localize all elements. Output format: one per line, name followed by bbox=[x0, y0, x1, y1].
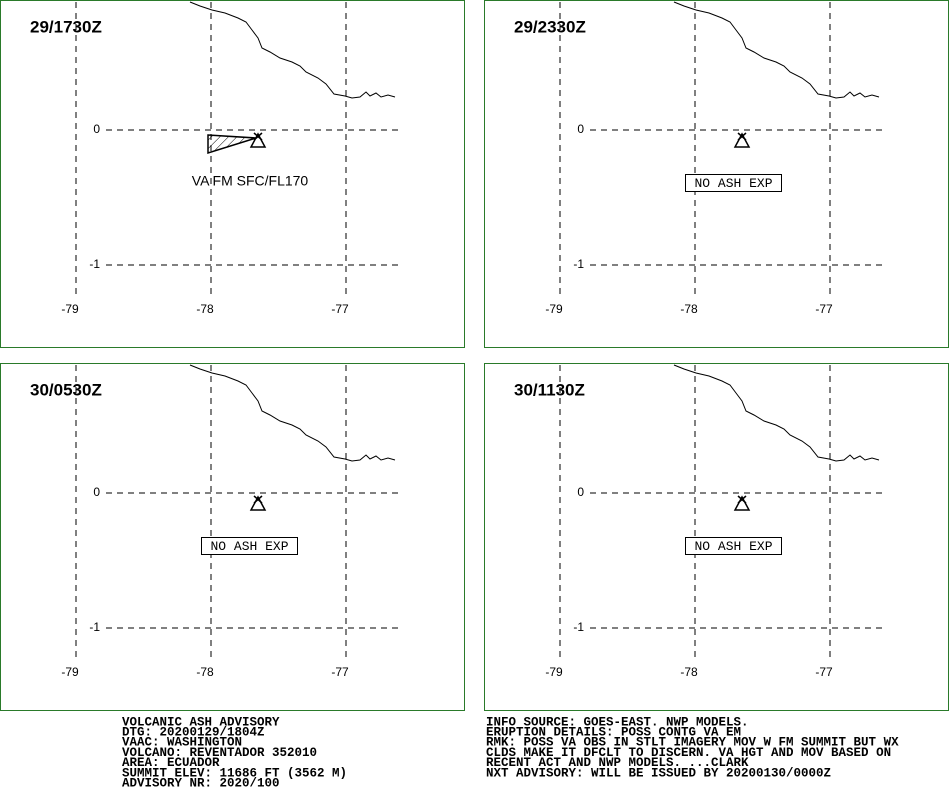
note-box bbox=[685, 537, 782, 555]
map-panel: -79 -78 -77 0 -1 30/1130Z NO ASH EXP bbox=[484, 363, 949, 711]
longitude-label: -78 bbox=[196, 665, 214, 679]
longitude-label: -77 bbox=[815, 302, 833, 316]
latitude-label: 0 bbox=[93, 122, 100, 136]
coastline bbox=[673, 364, 880, 462]
advisory-line: VOLCANIC ASH ADVISORY bbox=[122, 715, 280, 729]
panel-frame bbox=[0, 363, 465, 711]
valid-time: 29/1730Z bbox=[30, 17, 102, 36]
panel-frame bbox=[484, 363, 949, 711]
no-ash-note: NO ASH EXP bbox=[210, 539, 288, 554]
map-panel: -79 -78 -77 0 -1 29/2330Z NO ASH EXP bbox=[484, 0, 949, 348]
volcano-symbol bbox=[733, 132, 751, 148]
advisory-line: NXT ADVISORY: WILL BE ISSUED BY 20200130… bbox=[486, 766, 831, 780]
longitude-label: -78 bbox=[680, 302, 698, 316]
longitude-label: -78 bbox=[680, 665, 698, 679]
advisory-line: CLDS MAKE IT DFCLT TO DISCERN. VA HGT AN… bbox=[486, 746, 891, 760]
no-ash-note: NO ASH EXP bbox=[694, 176, 772, 191]
latitude-label: -1 bbox=[573, 257, 584, 271]
volcano-symbol bbox=[733, 495, 751, 511]
advisory-line: VAAC: WASHINGTON bbox=[122, 736, 242, 750]
advisory-line: AREA: ECUADOR bbox=[122, 756, 220, 770]
coastline bbox=[673, 1, 880, 99]
advisory-line: VOLCANO: REVENTADOR 352010 bbox=[122, 746, 317, 760]
valid-time: 29/2330Z bbox=[514, 17, 586, 36]
advisory-line: ADVISORY NR: 2020/100 bbox=[122, 776, 280, 790]
ash-area bbox=[207, 134, 257, 155]
latitude-label: -1 bbox=[573, 620, 584, 634]
volcano-symbol bbox=[249, 132, 267, 148]
coastline bbox=[189, 364, 396, 462]
longitude-label: -79 bbox=[545, 302, 563, 316]
latitude-label: -1 bbox=[89, 257, 100, 271]
coastline bbox=[189, 1, 396, 99]
note-box bbox=[685, 174, 782, 192]
map-panel: -79 -78 -77 0 -1 30/0530Z NO ASH EXP bbox=[0, 363, 465, 711]
longitude-label: -78 bbox=[196, 302, 214, 316]
longitude-label: -79 bbox=[61, 302, 79, 316]
latitude-label: 0 bbox=[577, 122, 584, 136]
panel-frame bbox=[484, 0, 949, 348]
latitude-label: 0 bbox=[577, 485, 584, 499]
advisory-line: RECENT ACT AND NWP MODELS. ...CLARK bbox=[486, 756, 749, 770]
advisory-line: RMK: POSS VA OBS IN STLT IMAGERY MOV W F… bbox=[486, 736, 899, 750]
map-panel: -79 -78 -77 0 -1 29/1730Z VA FM SFC/FL170 bbox=[0, 0, 465, 348]
longitude-label: -77 bbox=[331, 665, 349, 679]
latitude-label: 0 bbox=[93, 485, 100, 499]
no-ash-note: NO ASH EXP bbox=[694, 539, 772, 554]
advisory-line: INFO SOURCE: GOES-EAST. NWP MODELS. bbox=[486, 715, 749, 729]
longitude-label: -79 bbox=[61, 665, 79, 679]
latitude-label: -1 bbox=[89, 620, 100, 634]
longitude-label: -77 bbox=[331, 302, 349, 316]
panel-frame bbox=[0, 0, 465, 348]
advisory-line: SUMMIT ELEV: 11686 FT (3562 M) bbox=[122, 766, 347, 780]
longitude-label: -77 bbox=[815, 665, 833, 679]
advisory-line: DTG: 20200129/1804Z bbox=[122, 725, 265, 739]
longitude-label: -79 bbox=[545, 665, 563, 679]
valid-time: 30/0530Z bbox=[30, 380, 102, 399]
note-box bbox=[201, 537, 298, 555]
valid-time: 30/1130Z bbox=[514, 380, 585, 399]
ash-note: VA FM SFC/FL170 bbox=[192, 173, 309, 189]
volcano-symbol bbox=[249, 495, 267, 511]
advisory-line: ERUPTION DETAILS: POSS CONTG VA EM bbox=[486, 725, 741, 739]
